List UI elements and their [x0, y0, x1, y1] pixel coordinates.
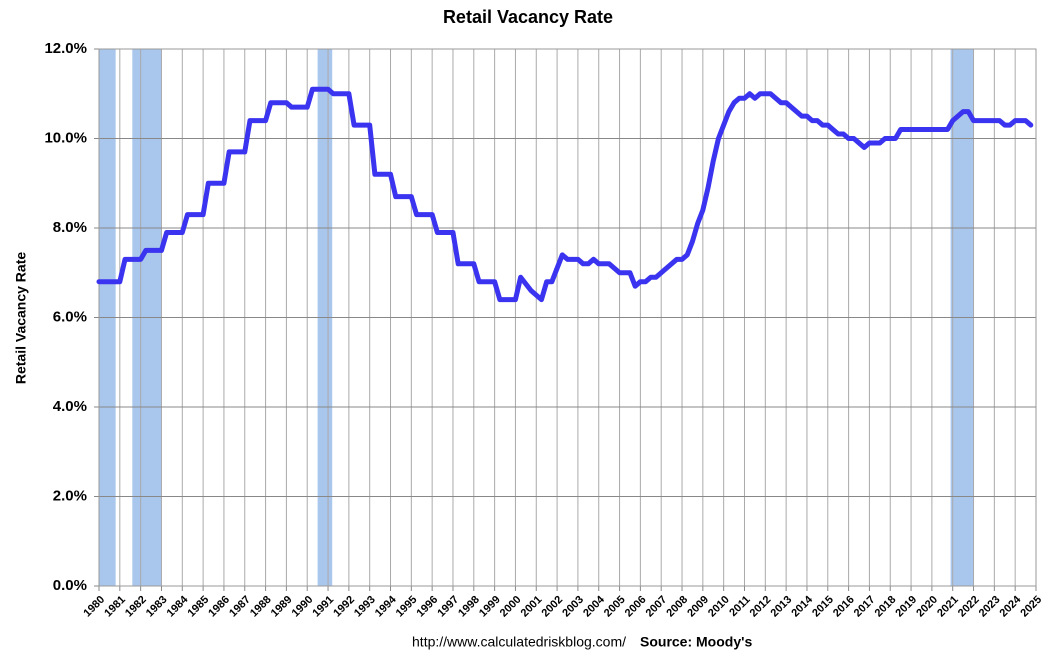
x-tick-label: 1987: [227, 594, 253, 620]
x-tick-label: 2009: [685, 594, 711, 620]
y-tick-label: 0.0%: [53, 577, 87, 594]
y-tick-label: 2.0%: [53, 487, 87, 504]
x-tick-label: 2024: [998, 593, 1024, 619]
x-tick-label: 2025: [1018, 594, 1044, 620]
x-tick-label: 2006: [623, 594, 649, 620]
x-tick-label: 2018: [873, 594, 899, 620]
y-tick-label: 6.0%: [53, 308, 87, 325]
x-tick-label: 2008: [664, 594, 690, 620]
x-tick-label: 2021: [935, 594, 961, 620]
x-tick-label: 1997: [435, 594, 461, 620]
x-tick-label: 2019: [893, 594, 919, 620]
data-line: [96, 86, 1034, 303]
x-tick-label: 1989: [269, 594, 295, 620]
x-tick-label: 1985: [185, 594, 211, 620]
x-tick-label: 1996: [415, 594, 441, 620]
y-tick-label: 12.0%: [44, 40, 87, 57]
x-tick-label: 1988: [248, 594, 274, 620]
x-tick-label: 2007: [644, 594, 670, 620]
plot-border: [98, 48, 1037, 587]
x-tick-label: 2005: [602, 594, 628, 620]
x-tick-label: 1995: [394, 594, 420, 620]
y-tick-label: 10.0%: [44, 129, 87, 146]
footer-url: http://www.calculatedriskblog.com/: [412, 634, 626, 650]
x-tick-label: 2016: [831, 594, 857, 620]
x-tick-label: 1983: [144, 594, 170, 620]
x-tick-label: 2010: [706, 594, 732, 620]
x-tick-label: 1991: [310, 594, 336, 620]
x-tick-label: 2014: [789, 593, 815, 619]
x-tick-label: 2012: [748, 594, 774, 620]
x-tick-label: 2022: [956, 594, 982, 620]
x-tick-label: 1992: [331, 594, 357, 620]
x-tick-label: 1998: [456, 594, 482, 620]
x-tick-label: 2020: [914, 594, 940, 620]
x-tick-label: 2011: [727, 594, 752, 619]
x-tick-label: 2013: [769, 594, 795, 620]
footer-source: Source: Moody's: [640, 634, 752, 650]
x-tick-label: 1981: [102, 594, 128, 620]
x-tick-label: 1984: [165, 593, 191, 619]
y-tick-label: 4.0%: [53, 398, 87, 415]
x-tick-label: 1986: [206, 594, 232, 620]
x-tick-label: 2004: [581, 593, 607, 619]
x-tick-label: 1994: [373, 593, 399, 619]
x-tick-label: 2003: [560, 594, 586, 620]
chart-title: Retail Vacancy Rate: [443, 7, 613, 27]
x-tick-label: 2023: [977, 594, 1003, 620]
x-tick-label: 2017: [852, 594, 878, 620]
x-tick-label: 1999: [477, 594, 503, 620]
x-tick-label: 1980: [81, 594, 107, 620]
x-tick-label: 2001: [519, 594, 545, 620]
x-tick-label: 2000: [498, 594, 524, 620]
y-axis-label: Retail Vacancy Rate: [13, 252, 29, 385]
x-tick-label: 2015: [810, 594, 836, 620]
y-tick-label: 8.0%: [53, 219, 87, 236]
x-tick-label: 2002: [539, 594, 565, 620]
x-tick-label: 1993: [352, 594, 378, 620]
x-tick-label: 1990: [290, 594, 316, 620]
x-tick-label: 1982: [123, 594, 149, 620]
